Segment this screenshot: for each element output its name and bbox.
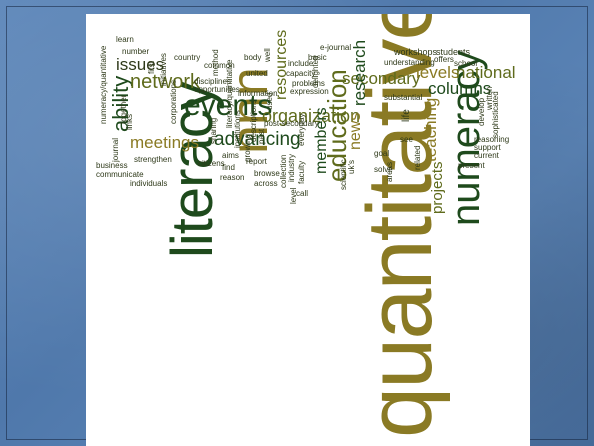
- word-offers: offers: [434, 55, 454, 64]
- word-common: common: [204, 61, 235, 70]
- word-include: include: [288, 59, 314, 68]
- word-uk-s: uk's: [347, 160, 356, 174]
- word-goal: goal: [374, 149, 390, 158]
- word-written: written: [485, 86, 494, 110]
- word-understanding: understanding: [384, 58, 435, 67]
- word-organization: organization: [262, 106, 361, 126]
- word-basic: basic: [308, 53, 327, 62]
- word-national: national: [456, 63, 516, 82]
- word-problems: problems: [292, 79, 325, 88]
- word-areas: areas: [385, 161, 394, 182]
- word-report: report: [246, 157, 267, 166]
- word-united: united: [246, 69, 268, 78]
- word-individuals: individuals: [130, 179, 168, 188]
- word-past: past: [257, 128, 266, 144]
- word-teaching: teaching: [421, 97, 440, 162]
- word-students: students: [436, 47, 471, 57]
- word-meetings: meetings: [130, 133, 199, 152]
- word-browse: browse: [254, 169, 280, 178]
- word-citizens: citizens: [198, 159, 225, 168]
- word-network: network: [130, 71, 201, 93]
- word-communicate: communicate: [96, 170, 144, 179]
- word-levels: levels: [416, 63, 460, 82]
- word-number: number: [122, 47, 150, 56]
- word-learn: learn: [116, 35, 134, 44]
- word-news: news: [347, 112, 364, 150]
- word-expression: expression: [290, 87, 329, 96]
- word-find: find: [222, 163, 235, 172]
- word-institutions: institutions: [233, 110, 242, 148]
- word-method: method: [211, 49, 220, 76]
- word-columns: columns: [428, 79, 492, 98]
- word-projects: projects: [429, 161, 446, 214]
- word-opportunities: opportunities: [194, 85, 240, 94]
- word-present: present: [458, 161, 485, 170]
- word-well: well: [263, 48, 272, 62]
- word-post-secondary: post-secondary: [264, 119, 319, 128]
- word-call: call: [296, 189, 309, 198]
- word-cloud-image: quantitative literacy nnn numeracy event…: [86, 14, 530, 446]
- word-strengthen: strengthen: [134, 155, 172, 164]
- word-capacity: capacity: [286, 69, 316, 78]
- word-secondary: secondary: [342, 69, 421, 88]
- word-substantial: substantial: [384, 93, 423, 102]
- word-business: business: [96, 161, 128, 170]
- word-numeracy-quantitative: numeracy/quantitative: [99, 45, 108, 124]
- word-sharing: sharing: [209, 117, 218, 144]
- word-descriptions: descriptions: [249, 99, 258, 142]
- word-used: used: [265, 92, 274, 110]
- word-solve: solve: [374, 165, 393, 174]
- word-level: level: [289, 187, 298, 204]
- word-school: school: [454, 59, 478, 68]
- word-e-journal: e-journal: [320, 43, 352, 52]
- word-reasoning: reasoning: [474, 135, 510, 144]
- word-initiatives: initiatives: [159, 53, 168, 86]
- word-issues: issues: [116, 55, 165, 74]
- word-current: current: [474, 151, 499, 160]
- word-workshops: workshops: [394, 47, 438, 57]
- word-country: country: [174, 53, 201, 62]
- word-related: related: [413, 145, 422, 170]
- word-support: support: [474, 143, 501, 152]
- word-faculty: faculty: [297, 160, 306, 184]
- word-across: across: [254, 179, 278, 188]
- word-first: first: [147, 61, 156, 74]
- word-reason: reason: [220, 173, 245, 182]
- word-delighted: delighted: [311, 55, 320, 88]
- word-disciplines: disciplines: [194, 77, 231, 86]
- word-members: members: [313, 107, 330, 174]
- word-life: life: [401, 109, 412, 122]
- word-corporations: corporations: [169, 79, 178, 124]
- word-aims: aims: [222, 151, 239, 160]
- word-everyday: everyday: [297, 113, 306, 146]
- word-research: research: [350, 39, 369, 106]
- word-industry: industry: [287, 153, 296, 182]
- word-information: information: [238, 89, 278, 98]
- word-see: see: [400, 135, 413, 144]
- word-body: body: [244, 53, 262, 62]
- word-events: events: [184, 89, 273, 122]
- word-journal: journal: [111, 137, 120, 162]
- word-advancing: advancing: [214, 129, 301, 150]
- word-links: links: [125, 113, 134, 130]
